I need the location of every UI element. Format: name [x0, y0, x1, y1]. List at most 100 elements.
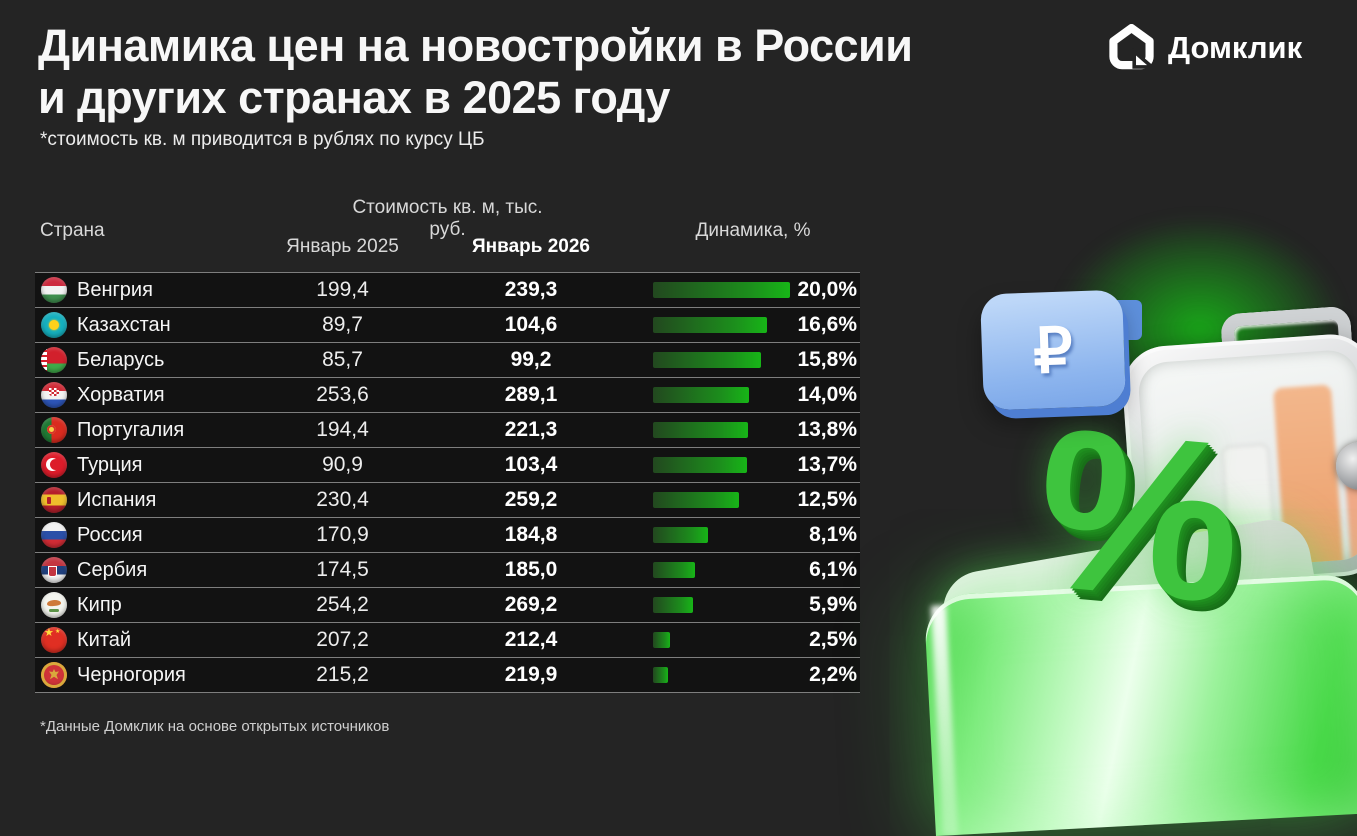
- country-flag-icon: [41, 347, 67, 373]
- dynamics-value: 14,0%: [797, 383, 857, 406]
- country-flag-icon: [41, 277, 67, 303]
- dynamics-value: 12,5%: [797, 488, 857, 511]
- suitcase-knob: [1336, 442, 1357, 490]
- price-jan-2025: 207,2: [316, 628, 369, 651]
- dynamics-value: 2,5%: [809, 628, 857, 651]
- dynamics-value: 13,7%: [797, 453, 857, 476]
- table-row: Кипр 254,2 269,2 5,9%: [35, 587, 860, 622]
- page-title-line2: и других странах в 2025 году: [38, 72, 670, 123]
- country-flag-icon: [41, 487, 67, 513]
- column-header-country: Страна: [40, 220, 105, 241]
- table-row: Турция 90,9 103,4 13,7%: [35, 447, 860, 482]
- chart-bar-inside-suitcase: [1220, 442, 1278, 574]
- table-row: Хорватия 253,6 289,1 14,0%: [35, 377, 860, 412]
- column-header-price-group: Стоимость кв. м, тыс. руб.: [352, 197, 543, 240]
- country-flag-icon: [41, 452, 67, 478]
- dynamics-value: 8,1%: [809, 523, 857, 546]
- country-name: Беларусь: [77, 349, 165, 371]
- dynamics-bar: [653, 422, 748, 438]
- country-flag-icon: [41, 382, 67, 408]
- country-name: Португалия: [77, 419, 185, 441]
- dynamics-value: 15,8%: [797, 348, 857, 371]
- price-jan-2025: 254,2: [316, 593, 369, 616]
- price-jan-2026: 289,1: [504, 383, 558, 406]
- table-row: Испания 230,4 259,2 12,5%: [35, 482, 860, 517]
- dynamics-value: 13,8%: [797, 418, 857, 441]
- column-header-jan-2025: Январь 2025: [286, 236, 399, 257]
- column-header-dynamics: Динамика, %: [695, 220, 811, 241]
- country-flag-icon: [41, 557, 67, 583]
- country-name: Черногория: [77, 664, 186, 686]
- logo-text: Домклик: [1168, 29, 1303, 65]
- table-row: Черногория 215,2 219,9 2,2%: [35, 657, 860, 692]
- dynamics-bar: [653, 632, 670, 648]
- dynamics-bar: [653, 387, 749, 403]
- green-glow: [1015, 185, 1357, 475]
- dynamics-bar: [653, 667, 668, 683]
- dynamics-value: 2,2%: [809, 663, 857, 686]
- price-jan-2025: 230,4: [316, 488, 369, 511]
- country-flag-icon: [41, 592, 67, 618]
- price-jan-2026: 185,0: [504, 558, 558, 581]
- country-name: Испания: [77, 489, 157, 511]
- price-jan-2026: 184,8: [504, 523, 558, 546]
- dynamics-value: 20,0%: [797, 278, 857, 301]
- ruble-card-connector: [1112, 300, 1142, 340]
- price-jan-2025: 85,7: [322, 348, 363, 371]
- dynamics-bar: [653, 492, 739, 508]
- country-flag-icon: [41, 627, 67, 653]
- country-flag-icon: [41, 662, 67, 688]
- dynamics-bar: [653, 527, 708, 543]
- dynamics-bar: [653, 317, 767, 333]
- green-cube-top-face: [936, 513, 1328, 715]
- price-jan-2026: 103,4: [504, 453, 558, 476]
- price-table-body: Венгрия 199,4 239,3 20,0% Казахстан 89,7…: [35, 272, 860, 693]
- dynamics-value: 6,1%: [809, 558, 857, 581]
- price-jan-2026: 212,4: [504, 628, 558, 651]
- dynamics-bar: [653, 352, 761, 368]
- percent-sign-3d: %: [1027, 380, 1252, 652]
- price-jan-2025: 170,9: [316, 523, 369, 546]
- price-jan-2026: 99,2: [510, 348, 552, 371]
- dynamics-value: 5,9%: [809, 593, 857, 616]
- dynamics-bar: [653, 562, 695, 578]
- suitcase-glass-panel: [1136, 348, 1357, 574]
- chart-bar-inside-suitcase: [1161, 510, 1220, 574]
- table-row: Венгрия 199,4 239,3 20,0%: [35, 272, 860, 307]
- price-jan-2025: 174,5: [316, 558, 369, 581]
- price-jan-2026: 221,3: [504, 418, 558, 441]
- dynamics-value: 16,6%: [797, 313, 857, 336]
- country-name: Венгрия: [77, 279, 153, 301]
- domclick-house-icon: [1108, 24, 1157, 71]
- price-jan-2025: 194,4: [316, 418, 369, 441]
- table-row: Беларусь 85,7 99,2 15,8%: [35, 342, 860, 377]
- infographic-page: { "header": { "title_line1": "Динамика ц…: [0, 0, 1357, 756]
- dynamics-bar: [653, 457, 747, 473]
- country-name: Россия: [77, 524, 143, 546]
- country-name: Хорватия: [77, 384, 165, 406]
- price-jan-2025: 199,4: [316, 278, 369, 301]
- chart-bar-inside-suitcase: [1272, 384, 1344, 573]
- price-jan-2025: 253,6: [316, 383, 369, 406]
- ruble-sign: ₽: [1032, 315, 1074, 387]
- price-jan-2025: 89,7: [322, 313, 363, 336]
- green-cube: [923, 573, 1357, 836]
- country-name: Сербия: [77, 559, 148, 581]
- price-jan-2026: 219,9: [504, 663, 558, 686]
- suitcase: [1119, 331, 1357, 591]
- chart-bar-inside-suitcase: [1343, 444, 1357, 568]
- table-row: Россия 170,9 184,8 8,1%: [35, 517, 860, 552]
- country-name: Казахстан: [77, 314, 171, 336]
- country-name: Турция: [77, 454, 143, 476]
- table-row: Казахстан 89,7 104,6 16,6%: [35, 307, 860, 342]
- table-row: Португалия 194,4 221,3 13,8%: [35, 412, 860, 447]
- domclick-logo: Домклик: [1108, 24, 1302, 71]
- page-title: Динамика цен на новостройки в России и д…: [38, 20, 913, 124]
- price-jan-2026: 239,3: [504, 278, 558, 301]
- table-row: Китай 207,2 212,4 2,5%: [35, 622, 860, 657]
- country-flag-icon: [41, 522, 67, 548]
- country-flag-icon: [41, 312, 67, 338]
- column-header-jan-2026: Январь 2026: [472, 236, 590, 257]
- price-jan-2025: 215,2: [316, 663, 369, 686]
- dynamics-bar: [653, 282, 790, 298]
